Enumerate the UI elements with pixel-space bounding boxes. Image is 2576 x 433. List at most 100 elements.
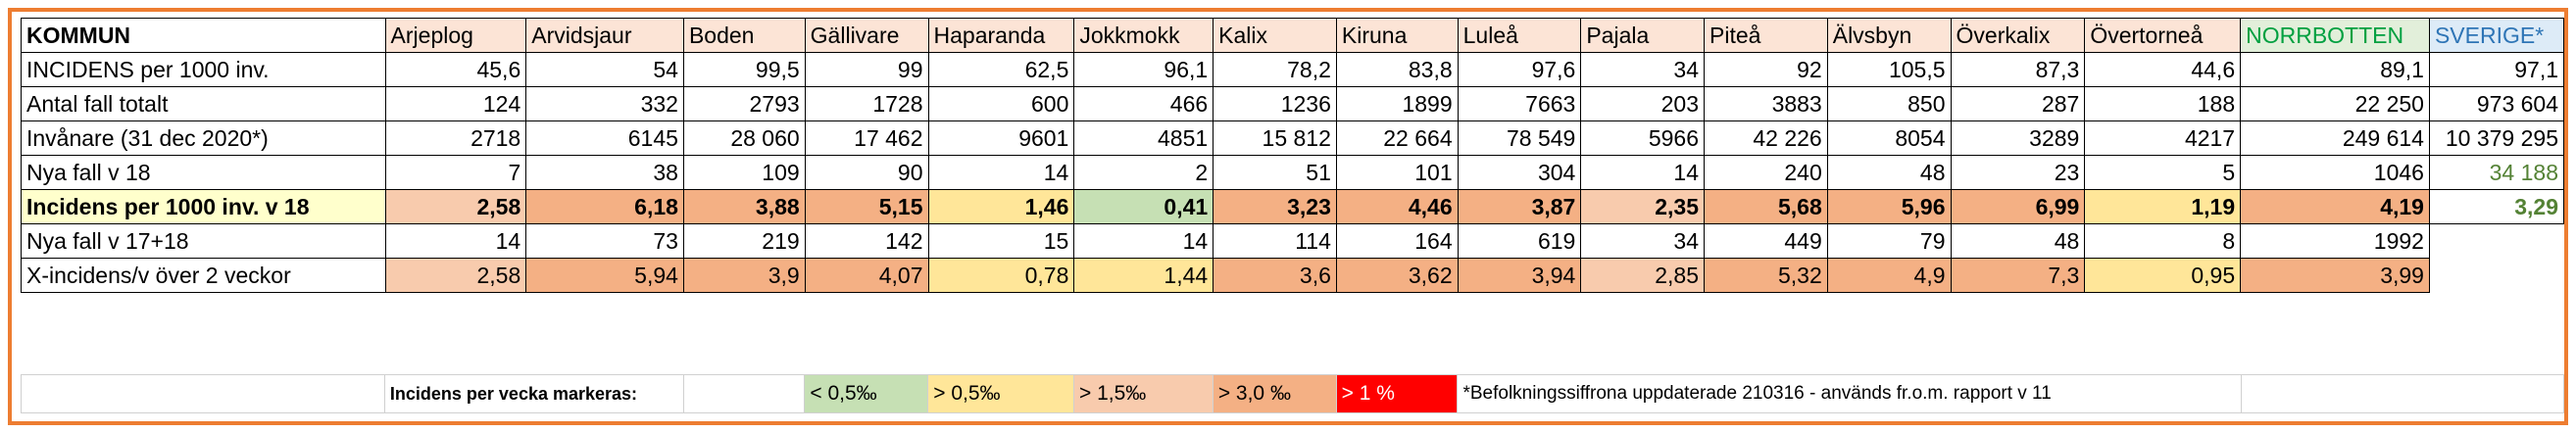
cell: 5 <box>2084 155 2242 190</box>
cell: 4217 <box>2084 120 2242 156</box>
header-cell: Övertorneå <box>2084 18 2242 53</box>
header-row: KOMMUN Arjeplog Arvidsjaur Boden Gällivare Ha… <box>21 18 2565 53</box>
legend-table: Incidens per vecka markeras: < 0,5‰ > 0,5‰… <box>21 374 2565 413</box>
table-row: Antal fall totalt 124 332 2793 1728 600 466 123… <box>21 86 2565 121</box>
cell: 2,35 <box>1580 189 1706 224</box>
cell: 5,32 <box>1704 258 1828 293</box>
cell: 51 <box>1213 155 1337 190</box>
cell: 2 <box>1073 155 1214 190</box>
cell: 3,94 <box>1457 258 1582 293</box>
cell: 1899 <box>1335 86 1459 121</box>
cell: 3,29 <box>2428 189 2565 224</box>
cell: 1,44 <box>1073 258 1214 293</box>
cell: 164 <box>1335 223 1459 259</box>
header-cell: KOMMUN <box>21 18 386 53</box>
cell: 1728 <box>804 86 929 121</box>
legend-blank <box>682 374 806 413</box>
cell: 42 226 <box>1704 120 1828 156</box>
cell: 5,15 <box>804 189 929 224</box>
cell: 1236 <box>1213 86 1337 121</box>
cell: 3,88 <box>682 189 806 224</box>
cell: 14 <box>384 223 527 259</box>
cell: 3289 <box>1950 120 2086 156</box>
empty-cell <box>2429 224 2563 259</box>
cell: 7 <box>384 155 527 190</box>
cell: 619 <box>1457 223 1582 259</box>
table-row: Incidens per 1000 inv. v 18 2,58 6,18 3,88 5… <box>21 189 2565 224</box>
cell: 114 <box>1213 223 1337 259</box>
cell: 3883 <box>1704 86 1828 121</box>
cell: 4,07 <box>804 258 929 293</box>
cell: 9601 <box>927 120 1075 156</box>
cell: 14 <box>927 155 1075 190</box>
cell: 54 <box>525 52 684 87</box>
cell: 449 <box>1704 223 1828 259</box>
table-row: Nya fall v 18 7 38 109 90 14 2 51 101 304 14 240 48 2… <box>21 155 2565 190</box>
cell: 89,1 <box>2240 52 2430 87</box>
cell: 3,9 <box>682 258 806 293</box>
cell: 6,18 <box>525 189 684 224</box>
header-cell: Kiruna <box>1335 18 1459 53</box>
cell: 3,62 <box>1335 258 1459 293</box>
cell: 109 <box>682 155 806 190</box>
cell: 7,3 <box>1950 258 2086 293</box>
data-table: KOMMUN Arjeplog Arvidsjaur Boden Gällivare Ha… <box>21 18 2565 293</box>
cell: 96,1 <box>1073 52 1214 87</box>
row-label: X-incidens/v över 2 veckor <box>21 258 386 293</box>
cell: 17 462 <box>804 120 929 156</box>
cell: 304 <box>1457 155 1582 190</box>
header-cell: Haparanda <box>927 18 1075 53</box>
cell: 188 <box>2084 86 2242 121</box>
cell: 466 <box>1073 86 1214 121</box>
cell: 14 <box>1580 155 1706 190</box>
table-row: Nya fall v 17+18 14 73 219 142 15 14 114 164 619 3… <box>21 223 2564 259</box>
row-label: Nya fall v 17+18 <box>21 223 386 259</box>
cell: 3,99 <box>2240 258 2430 293</box>
cell: 142 <box>804 223 929 259</box>
cell: 73 <box>525 223 684 259</box>
cell: 97,1 <box>2428 52 2565 87</box>
cell: 34 <box>1580 223 1706 259</box>
cell: 78,2 <box>1213 52 1337 87</box>
cell: 5,94 <box>525 258 684 293</box>
cell: 38 <box>525 155 684 190</box>
cell: 1046 <box>2240 155 2430 190</box>
header-cell: Älvsbyn <box>1826 18 1952 53</box>
cell: 249 614 <box>2240 120 2430 156</box>
cell: 79 <box>1826 223 1952 259</box>
cell: 1992 <box>2240 223 2430 259</box>
cell: 48 <box>1826 155 1952 190</box>
header-cell: Boden <box>682 18 806 53</box>
header-cell: Gällivare <box>804 18 929 53</box>
cell: 99 <box>804 52 929 87</box>
cell: 8 <box>2084 223 2242 259</box>
row-label: Nya fall v 18 <box>21 155 386 190</box>
empty-cell <box>2429 259 2563 293</box>
cell: 1,46 <box>927 189 1075 224</box>
cell: 0,78 <box>927 258 1075 293</box>
cell: 5,96 <box>1826 189 1952 224</box>
header-cell: Kalix <box>1213 18 1337 53</box>
cell: 3,23 <box>1213 189 1337 224</box>
cell: 44,6 <box>2084 52 2242 87</box>
legend-note: *Befolkningssiffrona uppdaterade 210316 … <box>1457 374 2242 413</box>
cell: 5,68 <box>1704 189 1828 224</box>
header-cell: NORRBOTTEN <box>2240 18 2430 53</box>
cell: 2718 <box>384 120 527 156</box>
cell: 219 <box>682 223 806 259</box>
cell: 87,3 <box>1950 52 2086 87</box>
cell: 15 <box>927 223 1075 259</box>
header-cell: SVERIGE* <box>2428 18 2565 53</box>
cell: 28 060 <box>682 120 806 156</box>
cell: 6,99 <box>1950 189 2086 224</box>
row-label: Antal fall totalt <box>21 86 386 121</box>
header-cell: Arvidsjaur <box>525 18 684 53</box>
cell: 22 250 <box>2240 86 2430 121</box>
cell: 48 <box>1950 223 2086 259</box>
cell: 15 812 <box>1213 120 1337 156</box>
cell: 22 664 <box>1335 120 1459 156</box>
cell: 203 <box>1580 86 1706 121</box>
header-cell: Luleå <box>1457 18 1582 53</box>
cell: 850 <box>1826 86 1952 121</box>
cell: 600 <box>927 86 1075 121</box>
